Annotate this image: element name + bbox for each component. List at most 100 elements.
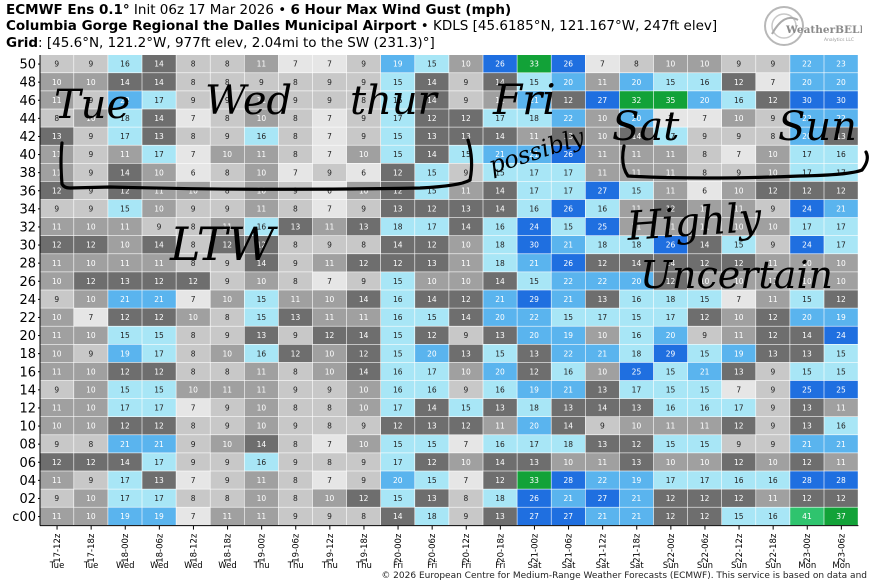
heatmap-cell — [824, 344, 858, 363]
heatmap-cell — [346, 471, 381, 489]
heatmap-cell — [790, 398, 824, 417]
cell-value-label: 13 — [291, 313, 301, 322]
heatmap-cell — [824, 199, 858, 218]
cell-value-label: 12 — [427, 458, 437, 467]
cell-value-label: 7 — [736, 150, 741, 159]
cell-value-label: 7 — [327, 440, 332, 449]
heatmap-cell — [551, 398, 585, 417]
y-tick-label: 16 — [19, 365, 36, 380]
cell-value-label: 9 — [361, 458, 366, 467]
heatmap-cell — [74, 91, 108, 109]
cell-value-label: 28 — [802, 476, 812, 485]
heatmap-cell — [653, 380, 688, 399]
heatmap-cell — [176, 489, 210, 507]
heatmap-cell — [687, 217, 722, 236]
heatmap-cell — [585, 127, 620, 145]
cell-value-label: 10 — [154, 204, 164, 213]
cell-value-label: 28 — [836, 476, 846, 485]
heatmap-cell — [415, 236, 449, 254]
cell-value-label: 10 — [461, 367, 471, 376]
cell-value-label: 32 — [632, 96, 642, 105]
cell-value-label: 22 — [563, 114, 573, 123]
heatmap-cell — [585, 91, 620, 109]
heatmap-cell — [176, 91, 210, 109]
heatmap-cell — [585, 55, 620, 73]
cell-value-label: 26 — [563, 204, 573, 213]
heatmap-cell — [619, 254, 654, 272]
y-tick-label: 04 — [19, 474, 36, 489]
heatmap-cell — [517, 181, 551, 200]
product-name: 6 Hour Max Wind Gust (mph) — [290, 2, 512, 18]
cell-value-label: 12 — [86, 241, 96, 250]
cell-value-label: 12 — [52, 186, 62, 195]
heatmap-cell — [790, 344, 824, 363]
cell-value-label: 13 — [495, 512, 505, 521]
heatmap-cell — [210, 344, 244, 363]
heatmap-cell — [74, 308, 108, 326]
heatmap-cell — [40, 435, 74, 453]
heatmap-cell — [619, 489, 654, 507]
heatmap-cell — [312, 127, 347, 145]
cell-value-label: 15 — [154, 385, 164, 394]
cell-value-label: 13 — [359, 223, 369, 232]
cell-value-label: 11 — [768, 494, 778, 503]
cell-value-label: 15 — [666, 78, 676, 87]
cell-value-label: 9 — [464, 78, 469, 87]
cell-value-label: 21 — [529, 96, 539, 105]
cell-value-label: 8 — [225, 168, 230, 177]
heatmap-cell — [346, 236, 381, 254]
cell-value-label: 12 — [802, 186, 812, 195]
cell-value-label: 14 — [120, 78, 130, 87]
heatmap-cell — [585, 453, 620, 471]
cell-value-label: 15 — [393, 331, 403, 340]
cell-value-label: 11 — [52, 259, 62, 268]
heatmap-cell — [619, 308, 654, 326]
cell-value-label: 10 — [768, 458, 778, 467]
heatmap-cell — [585, 471, 620, 489]
day-label: Mon — [832, 561, 850, 571]
heatmap-cell — [585, 181, 620, 200]
cell-value-label: 26 — [666, 241, 676, 250]
y-tick-label: 24 — [19, 293, 36, 308]
heatmap-cell — [585, 489, 620, 507]
cell-value-label: 17 — [529, 440, 539, 449]
cell-value-label: 8 — [293, 132, 298, 141]
heatmap-cell — [517, 489, 551, 507]
cell-value-label: 24 — [529, 223, 539, 232]
y-tick-label: 02 — [19, 492, 36, 507]
heatmap-cell — [653, 489, 688, 507]
cell-value-label: 10 — [86, 114, 96, 123]
heatmap-cell — [346, 290, 381, 308]
heatmap-cell — [210, 453, 244, 471]
cell-value-label: 18 — [563, 440, 573, 449]
heatmap-cell — [278, 236, 313, 254]
heatmap-cell — [824, 308, 858, 326]
cell-value-label: 10 — [188, 186, 198, 195]
heatmap-cell — [449, 417, 483, 435]
cell-value-label: 9 — [225, 458, 230, 467]
heatmap-cell — [210, 127, 244, 145]
x-tick-label: 19-06z — [292, 533, 302, 563]
heatmap-cell — [722, 344, 756, 363]
heatmap-cell — [483, 145, 517, 163]
heatmap-cell — [278, 55, 313, 73]
heatmap-cell — [381, 290, 415, 308]
cell-value-label: 10 — [188, 385, 198, 394]
cell-value-label: 12 — [666, 277, 676, 286]
cell-value-label: 7 — [327, 150, 332, 159]
cell-value-label: 12 — [359, 259, 369, 268]
heatmap-cell — [790, 453, 824, 471]
cell-value-label: 15 — [700, 295, 710, 304]
cell-value-label: 19 — [563, 331, 573, 340]
y-tick-label: 40 — [19, 148, 36, 163]
cell-value-label: 10 — [359, 404, 369, 413]
cell-value-label: 14 — [461, 223, 471, 232]
heatmap-cell — [278, 199, 313, 218]
title-line-1: ECMWF Ens 0.1° Init 06z 17 Mar 2026 • 6 … — [6, 2, 511, 19]
cell-value-label: 9 — [770, 404, 775, 413]
heatmap-cell — [619, 507, 654, 525]
cell-value-label: 17 — [700, 476, 710, 485]
heatmap-cell — [74, 362, 108, 381]
cell-value-label: 9 — [736, 440, 741, 449]
day-label: Fri — [461, 561, 471, 571]
